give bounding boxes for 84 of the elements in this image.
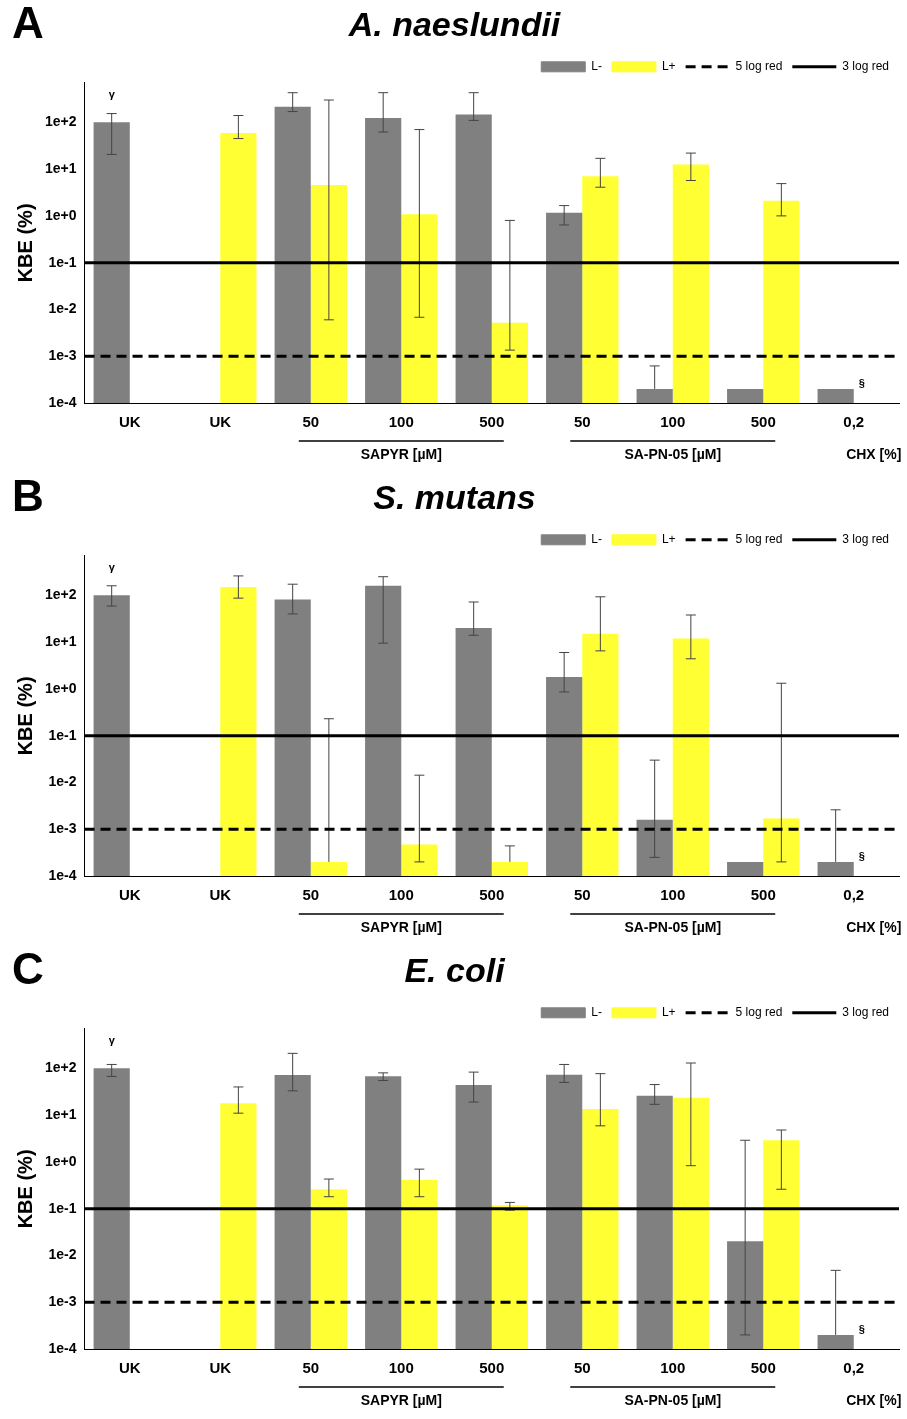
- y-axis-title: KBE (%): [13, 203, 36, 283]
- text: CHX [%]: [846, 918, 902, 935]
- y-tick-label: 1e+2: [44, 1059, 77, 1076]
- legend-label: L-: [591, 1005, 602, 1020]
- x-tick-label: 500: [479, 886, 505, 904]
- legend-label: 5 log red: [735, 1005, 783, 1020]
- x-tick-label: 0,2: [843, 886, 865, 904]
- text: SA-PN-05 [µM]: [624, 445, 722, 462]
- chart-title: A. naeslundii: [347, 4, 562, 43]
- x-tick-label: 50: [573, 413, 591, 431]
- legend-label: 5 log red: [735, 59, 783, 74]
- y-tick-label: 1e-3: [48, 347, 77, 364]
- legend-label: L+: [661, 532, 676, 547]
- text: SAPYR [µM]: [360, 445, 442, 462]
- y-axis-title: KBE (%): [13, 676, 36, 756]
- legend-label: 5 log red: [735, 532, 783, 547]
- x-tick-label: 50: [573, 886, 591, 904]
- x-tick-label: 100: [388, 413, 414, 431]
- y-tick-label: 1e-4: [48, 393, 77, 410]
- text: A: [12, 0, 44, 48]
- text: CHX [%]: [846, 1391, 902, 1408]
- text: B: [12, 471, 44, 521]
- annotation: §: [858, 1322, 865, 1335]
- y-tick-label: 1e-2: [48, 773, 77, 790]
- x-tick-label: UK: [118, 886, 141, 904]
- x-tick-label: UK: [118, 1359, 141, 1377]
- legend-label: 3 log red: [842, 1005, 889, 1020]
- legend-label: L-: [591, 532, 602, 547]
- text: SA-PN-05 [µM]: [624, 1391, 722, 1408]
- y-tick-label: 1e-3: [48, 820, 77, 837]
- y-tick-label: 1e-1: [48, 1199, 77, 1216]
- x-tick-label: UK: [209, 1359, 232, 1377]
- annotation: §: [858, 376, 865, 389]
- y-tick-label: 1e-4: [48, 866, 77, 883]
- y-tick-label: 1e+0: [44, 679, 77, 696]
- x-tick-label: 50: [302, 413, 320, 431]
- y-tick-label: 1e+0: [44, 1152, 77, 1169]
- legend-label: L-: [591, 59, 602, 74]
- x-tick-label: UK: [209, 886, 232, 904]
- annotation: §: [858, 849, 865, 862]
- x-tick-label: 100: [660, 1359, 686, 1377]
- y-tick-label: 1e-4: [48, 1339, 77, 1356]
- x-tick-label: 50: [573, 1359, 591, 1377]
- annotation: γ: [108, 1033, 116, 1046]
- text: SA-PN-05 [µM]: [624, 918, 722, 935]
- x-tick-label: 500: [750, 1359, 776, 1377]
- x-tick-label: 500: [750, 886, 776, 904]
- chart-title: E. coli: [404, 950, 507, 989]
- x-tick-label: UK: [209, 413, 232, 431]
- y-tick-label: 1e-3: [48, 1293, 77, 1310]
- y-tick-label: 1e+1: [44, 632, 77, 649]
- y-tick-label: 1e+1: [44, 159, 77, 176]
- y-tick-label: 1e+0: [44, 206, 77, 223]
- y-tick-label: 1e+2: [44, 586, 77, 603]
- chart-title: S. mutans: [373, 477, 536, 516]
- y-axis-title: KBE (%): [13, 1149, 36, 1229]
- legend-label: 3 log red: [842, 532, 889, 547]
- x-tick-label: 0,2: [843, 1359, 865, 1377]
- x-tick-label: 500: [750, 413, 776, 431]
- y-tick-label: 1e-2: [48, 300, 77, 317]
- x-tick-label: 100: [388, 1359, 414, 1377]
- annotation: γ: [108, 560, 116, 573]
- text: C: [12, 944, 44, 994]
- x-tick-label: UK: [118, 413, 141, 431]
- x-tick-label: 500: [479, 1359, 505, 1377]
- text: CHX [%]: [846, 445, 902, 462]
- x-tick-label: 100: [388, 886, 414, 904]
- x-tick-label: 500: [479, 413, 505, 431]
- x-tick-label: 50: [302, 1359, 320, 1377]
- y-tick-label: 1e-1: [48, 253, 77, 270]
- y-tick-label: 1e+1: [44, 1105, 77, 1122]
- y-tick-label: 1e-2: [48, 1246, 77, 1263]
- legend-label: L+: [661, 59, 676, 74]
- annotation: γ: [108, 87, 116, 100]
- x-tick-label: 0,2: [843, 413, 865, 431]
- y-tick-label: 1e+2: [44, 113, 77, 130]
- legend-label: L+: [661, 1005, 676, 1020]
- legend-label: 3 log red: [842, 59, 889, 74]
- text: SAPYR [µM]: [360, 918, 442, 935]
- x-tick-label: 100: [660, 886, 686, 904]
- text: SAPYR [µM]: [360, 1391, 442, 1408]
- x-tick-label: 100: [660, 413, 686, 431]
- x-tick-label: 50: [302, 886, 320, 904]
- y-tick-label: 1e-1: [48, 726, 77, 743]
